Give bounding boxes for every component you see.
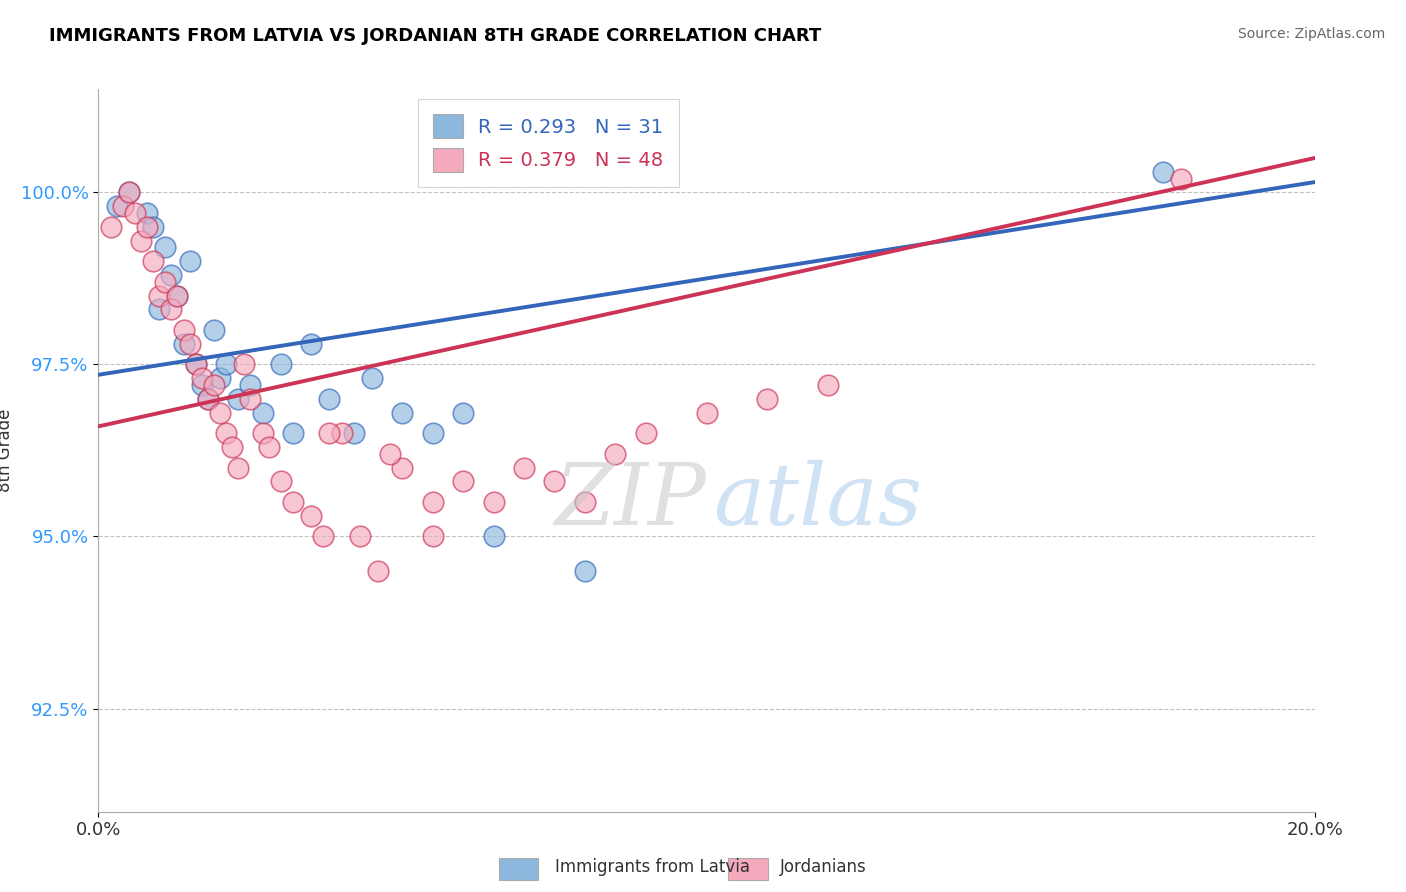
Point <box>160 302 183 317</box>
Point <box>380 447 402 461</box>
Point <box>202 323 225 337</box>
Point <box>318 392 340 406</box>
Point <box>299 336 322 351</box>
Text: Jordanians: Jordanians <box>780 858 868 876</box>
Point <box>111 199 134 213</box>
Point <box>513 460 536 475</box>
Point <box>330 426 353 441</box>
Point <box>233 358 256 372</box>
Point <box>257 440 280 454</box>
Point <box>482 529 505 543</box>
Point <box>391 406 413 420</box>
Point <box>184 358 207 372</box>
Point <box>105 199 128 213</box>
Point <box>239 378 262 392</box>
Point <box>118 186 141 200</box>
Text: ZIP: ZIP <box>554 459 707 542</box>
Point <box>118 186 141 200</box>
Point <box>239 392 262 406</box>
Point <box>312 529 335 543</box>
Point <box>422 529 444 543</box>
Point <box>482 495 505 509</box>
Point <box>281 495 304 509</box>
Point <box>453 406 475 420</box>
Point <box>209 406 232 420</box>
Y-axis label: 8th Grade: 8th Grade <box>0 409 14 492</box>
Point <box>361 371 384 385</box>
Point <box>574 564 596 578</box>
Point <box>756 392 779 406</box>
Point <box>148 302 170 317</box>
Point <box>191 371 214 385</box>
Point <box>391 460 413 475</box>
Point <box>173 336 195 351</box>
Point <box>281 426 304 441</box>
Point <box>270 358 292 372</box>
Point <box>1170 171 1192 186</box>
Point <box>166 288 188 302</box>
Point <box>184 358 207 372</box>
Point <box>367 564 389 578</box>
Point <box>349 529 371 543</box>
Legend: R = 0.293   N = 31, R = 0.379   N = 48: R = 0.293 N = 31, R = 0.379 N = 48 <box>418 99 679 187</box>
Point <box>318 426 340 441</box>
Point <box>160 268 183 282</box>
Point <box>422 495 444 509</box>
Point <box>166 288 188 302</box>
Point <box>179 336 201 351</box>
Point <box>148 288 170 302</box>
Point <box>1152 165 1174 179</box>
Point <box>226 460 249 475</box>
Point <box>129 234 152 248</box>
Point <box>179 254 201 268</box>
Point <box>136 219 159 234</box>
Point <box>191 378 214 392</box>
Point <box>155 240 177 254</box>
Point <box>453 475 475 489</box>
Text: atlas: atlas <box>713 459 922 542</box>
Point <box>202 378 225 392</box>
Point <box>142 219 165 234</box>
Point <box>226 392 249 406</box>
Text: IMMIGRANTS FROM LATVIA VS JORDANIAN 8TH GRADE CORRELATION CHART: IMMIGRANTS FROM LATVIA VS JORDANIAN 8TH … <box>49 27 821 45</box>
Point <box>543 475 565 489</box>
Point <box>215 358 238 372</box>
Point <box>124 206 146 220</box>
Point <box>343 426 366 441</box>
Point <box>574 495 596 509</box>
Point <box>173 323 195 337</box>
Point <box>634 426 657 441</box>
Point <box>142 254 165 268</box>
Point <box>270 475 292 489</box>
Point <box>221 440 243 454</box>
Point <box>252 406 274 420</box>
Point <box>252 426 274 441</box>
Point <box>817 378 839 392</box>
Point <box>422 426 444 441</box>
Point <box>155 275 177 289</box>
Point <box>209 371 232 385</box>
Text: Immigrants from Latvia: Immigrants from Latvia <box>555 858 751 876</box>
Text: Source: ZipAtlas.com: Source: ZipAtlas.com <box>1237 27 1385 41</box>
Point <box>696 406 718 420</box>
Point <box>197 392 219 406</box>
Point <box>100 219 122 234</box>
Point <box>299 508 322 523</box>
Point <box>215 426 238 441</box>
Point <box>605 447 627 461</box>
Point <box>136 206 159 220</box>
Point <box>197 392 219 406</box>
